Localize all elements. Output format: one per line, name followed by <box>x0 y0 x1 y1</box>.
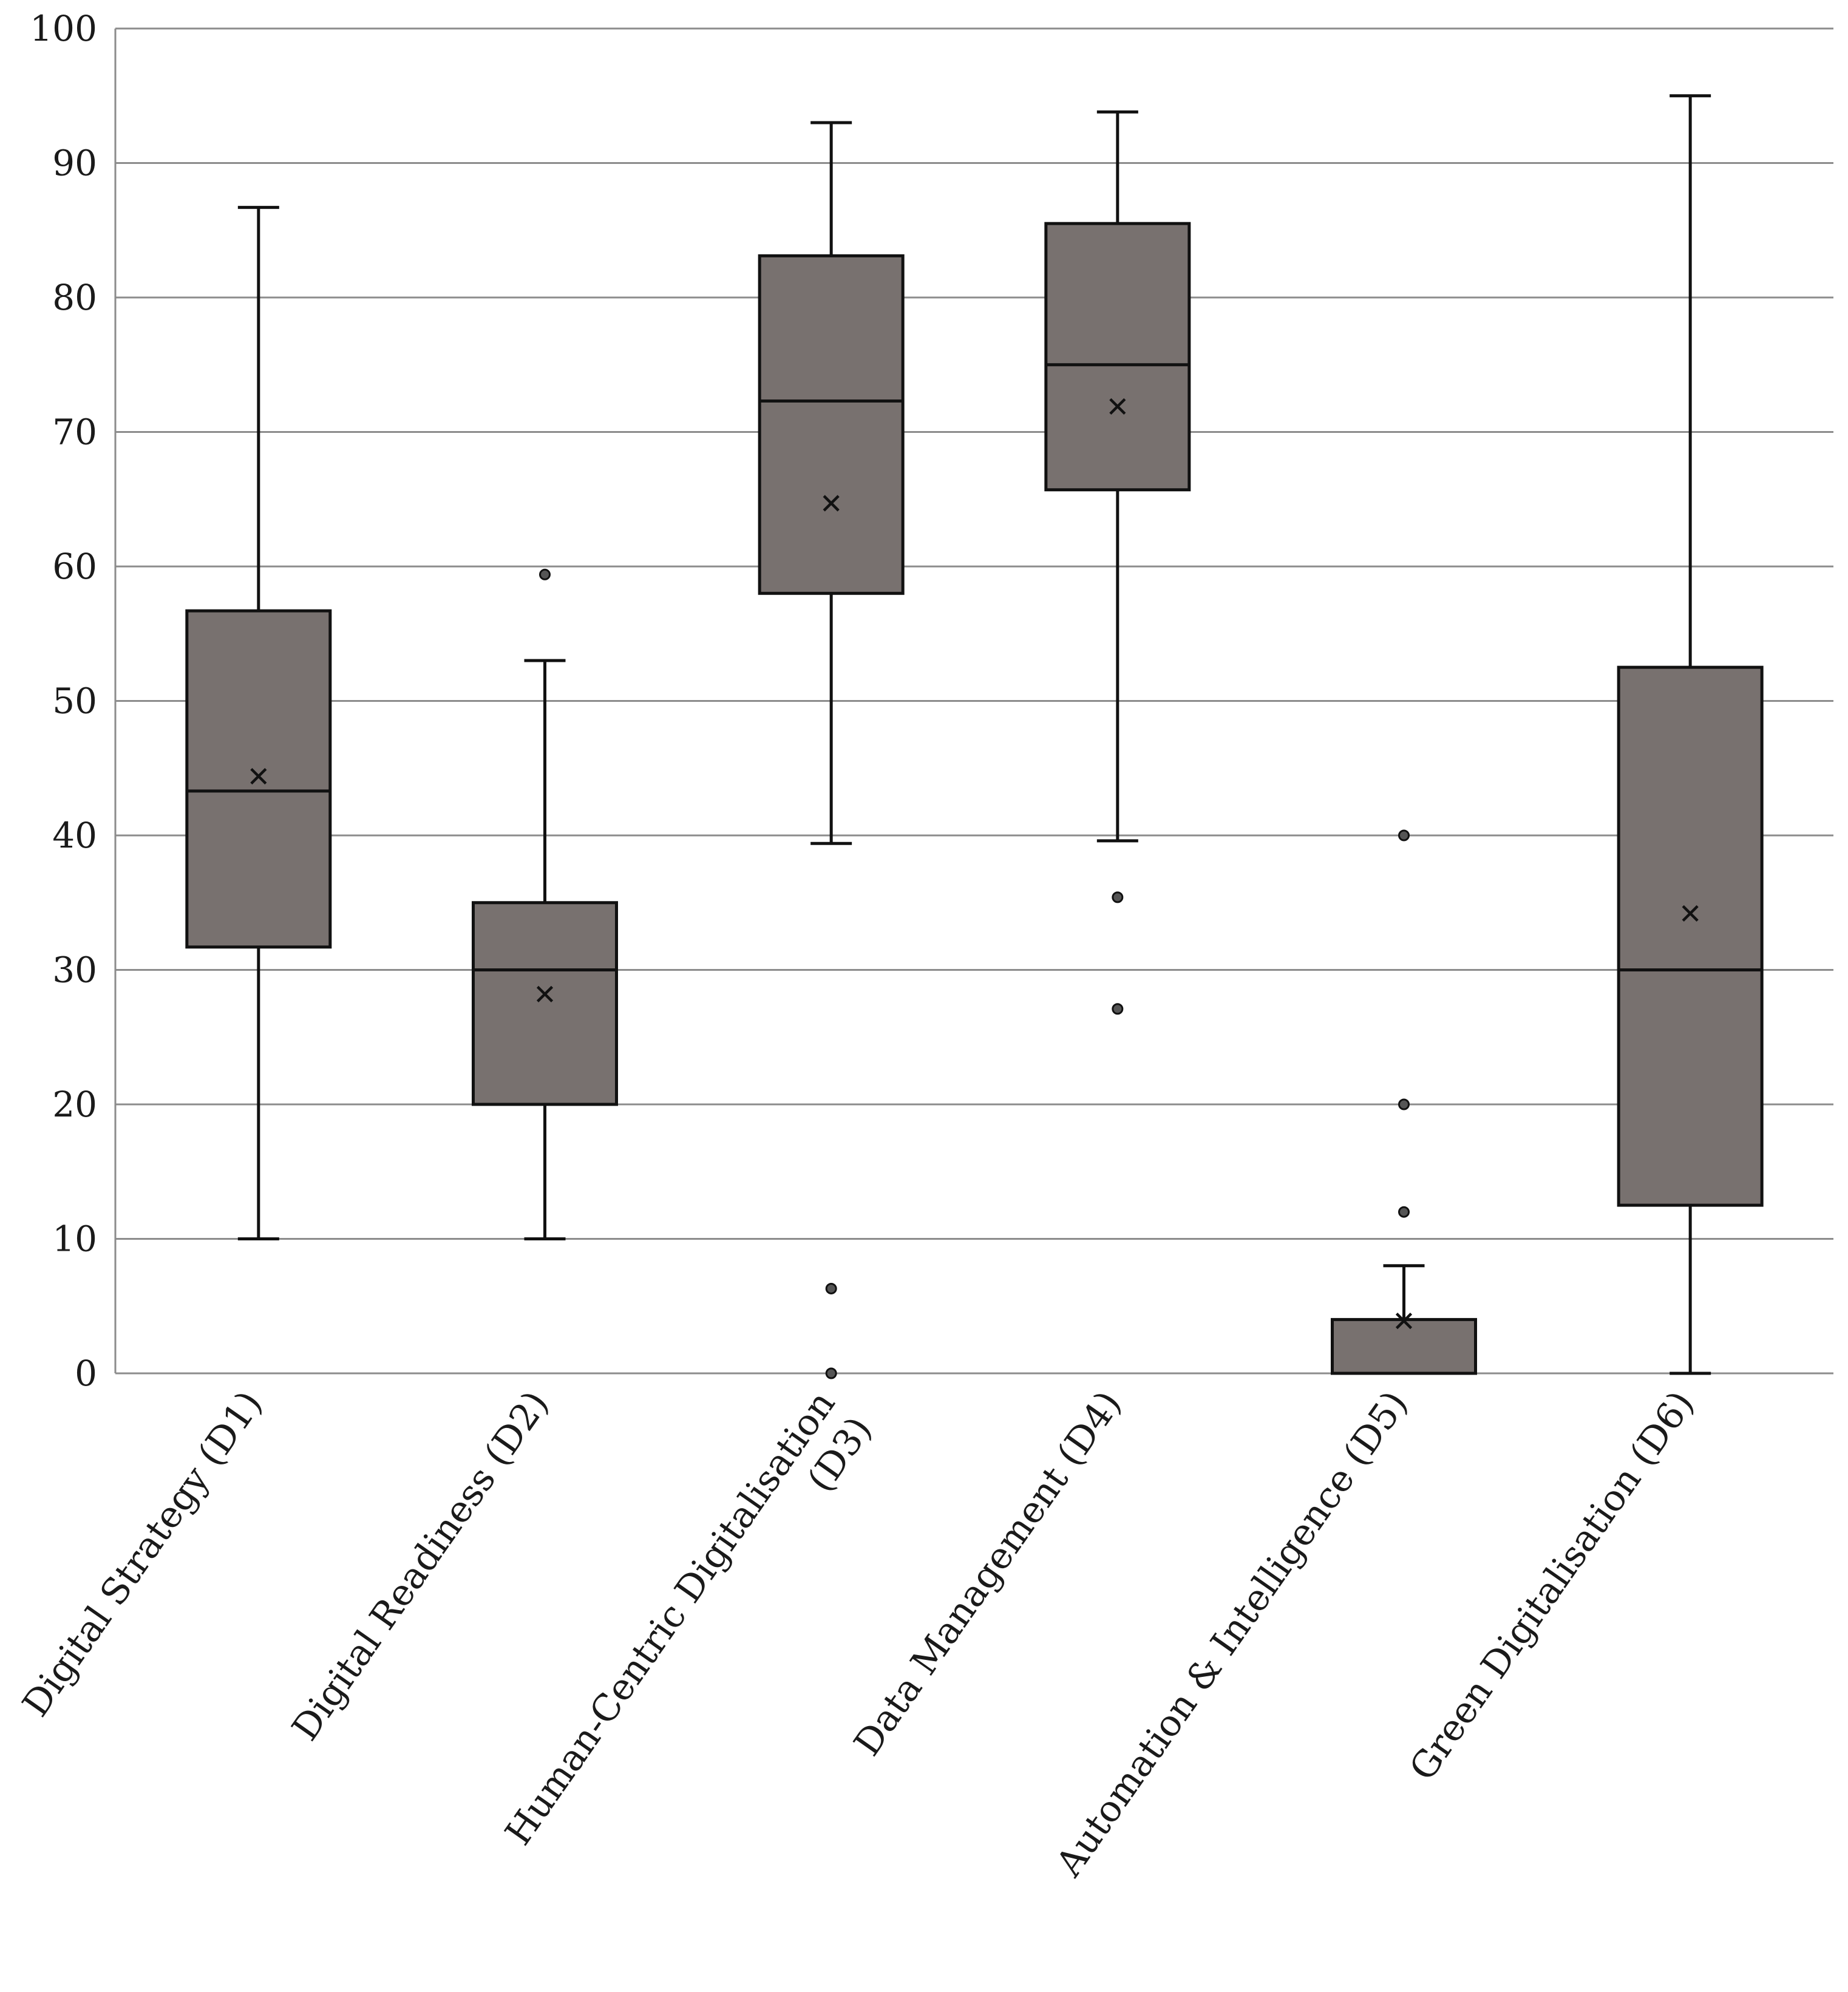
mean-marker <box>536 985 554 1002</box>
mean-marker <box>1109 398 1126 415</box>
x-category-label-line: Human-Centric Digitalisation <box>497 1383 844 1852</box>
y-tick-label: 50 <box>52 681 97 722</box>
y-tick-labels: 0 10 20 30 40 50 60 70 80 90 100 <box>30 8 97 1394</box>
box-group-2 <box>472 568 618 1240</box>
axes <box>114 29 1833 1375</box>
x-category-label: Green Digitalisation (D6) <box>1401 1383 1702 1788</box>
x-category-label: Digital Strategy (D1) <box>15 1383 271 1724</box>
x-category-label-line: Data Management (D4) <box>846 1383 1130 1763</box>
box-group-6 <box>1617 94 1764 1375</box>
x-category-label: Data Management (D4) <box>846 1383 1130 1763</box>
iqr-box <box>1044 222 1191 492</box>
y-tick-label: 60 <box>52 546 97 587</box>
outlier-point <box>1112 1003 1124 1015</box>
mean-marker <box>1395 1313 1413 1330</box>
mean-marker-stroke <box>1109 398 1126 415</box>
iqr-box <box>472 901 618 1106</box>
x-category-label: Human-Centric Digitalisation(D3) <box>497 1383 880 1878</box>
gridlines <box>115 27 1833 1375</box>
mean-marker-stroke <box>1682 905 1699 922</box>
mean-marker-stroke <box>1395 1313 1413 1330</box>
x-category-label: Automation & Intelligence (D5) <box>1047 1383 1416 1885</box>
outlier-point <box>825 1282 837 1294</box>
iqr-box <box>758 254 905 595</box>
box-group-3 <box>758 121 905 1379</box>
outlier-point <box>1398 1206 1410 1218</box>
mean-marker-stroke <box>536 985 554 1002</box>
outlier-point <box>1398 829 1410 841</box>
mean-marker <box>823 495 840 512</box>
x-category-label-line: Green Digitalisation (D6) <box>1401 1383 1702 1788</box>
y-tick-label: 40 <box>52 815 97 856</box>
box-group-5 <box>1331 829 1477 1375</box>
mean-marker <box>1682 905 1699 922</box>
y-tick-label: 10 <box>52 1219 97 1260</box>
outlier-point <box>1398 1098 1410 1110</box>
boxes <box>185 94 1764 1379</box>
mean-marker-stroke <box>823 495 840 512</box>
iqr-box <box>1331 1317 1477 1375</box>
y-tick-label: 20 <box>52 1084 97 1125</box>
box-group-4 <box>1044 110 1191 1015</box>
y-tick-label: 70 <box>52 412 97 453</box>
x-category-label-line: Digital Readiness (D2) <box>284 1383 557 1748</box>
outlier-point <box>825 1367 837 1379</box>
y-tick-label: 30 <box>52 950 97 991</box>
outlier-point <box>539 568 551 580</box>
y-tick-label: 0 <box>75 1353 97 1394</box>
y-tick-label: 80 <box>52 277 97 318</box>
mean-marker <box>250 767 267 785</box>
box-group-1 <box>185 206 332 1240</box>
x-category-labels: Digital Strategy (D1) Digital Readiness (… <box>15 1383 1703 1885</box>
y-tick-label: 90 <box>52 143 97 184</box>
mean-marker-stroke <box>250 767 267 785</box>
x-category-label: Digital Readiness (D2) <box>284 1383 557 1748</box>
iqr-box <box>1617 665 1764 1207</box>
x-category-label-line: Digital Strategy (D1) <box>15 1383 271 1724</box>
iqr-box <box>185 609 332 949</box>
outlier-point <box>1112 891 1124 903</box>
x-category-label-line: Automation & Intelligence (D5) <box>1047 1383 1416 1885</box>
y-tick-label: 100 <box>30 8 97 49</box>
